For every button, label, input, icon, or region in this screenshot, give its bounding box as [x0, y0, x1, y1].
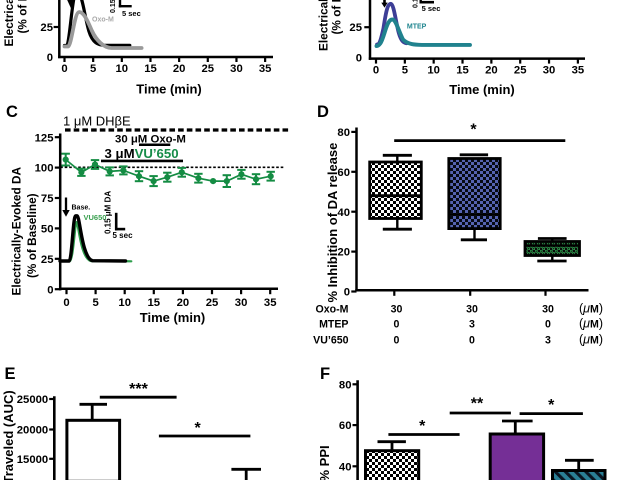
- svg-text:5: 5: [402, 64, 408, 76]
- svg-text:0: 0: [469, 334, 475, 346]
- svg-text:Oxo-M: Oxo-M: [316, 303, 349, 315]
- svg-text:*: *: [419, 418, 426, 435]
- svg-text:Time (min): Time (min): [136, 82, 202, 97]
- svg-text:0.15 μM DA: 0.15 μM DA: [104, 191, 113, 234]
- svg-text:MTEP: MTEP: [319, 318, 348, 330]
- svg-text:0: 0: [63, 297, 69, 309]
- svg-text:125: 125: [35, 132, 54, 144]
- svg-text:F: F: [320, 365, 330, 383]
- svg-text:0: 0: [394, 334, 400, 346]
- svg-text:5: 5: [90, 63, 96, 75]
- svg-text:25: 25: [202, 63, 215, 75]
- svg-text:30: 30: [235, 297, 248, 309]
- svg-text:30: 30: [542, 303, 554, 315]
- svg-text:(μM): (μM): [579, 332, 603, 346]
- svg-text:*: *: [470, 122, 477, 139]
- svg-text:20: 20: [485, 64, 498, 76]
- svg-text:20: 20: [173, 63, 186, 75]
- svg-text:100: 100: [35, 163, 54, 175]
- svg-text:1 μM DHβE: 1 μM DHβE: [63, 114, 131, 129]
- svg-text:0.1: 0.1: [413, 0, 420, 8]
- svg-text:30: 30: [466, 303, 478, 315]
- svg-text:3: 3: [469, 318, 475, 330]
- svg-text:(μM): (μM): [579, 316, 603, 330]
- svg-text:60: 60: [339, 420, 352, 432]
- svg-text:15: 15: [456, 64, 469, 76]
- svg-text:80: 80: [337, 127, 350, 139]
- svg-text:15000: 15000: [17, 454, 48, 466]
- svg-text:20: 20: [337, 247, 350, 259]
- svg-text:15: 15: [144, 63, 157, 75]
- svg-text:50: 50: [41, 224, 54, 236]
- svg-text:30: 30: [543, 64, 556, 76]
- svg-text:0: 0: [394, 318, 400, 330]
- svg-text:Time (min): Time (min): [140, 310, 206, 325]
- svg-text:% Inhibition of DA release: % Inhibition of DA release: [325, 143, 340, 303]
- svg-text:0: 0: [373, 64, 379, 76]
- svg-text:*: *: [194, 420, 201, 437]
- svg-text:40: 40: [337, 207, 350, 219]
- svg-text:Electrically-Evoked DA: Electrically-Evoked DA: [317, 0, 331, 51]
- svg-text:(μM): (μM): [579, 301, 603, 315]
- svg-text:20000: 20000: [17, 425, 48, 437]
- svg-text:25000: 25000: [17, 394, 48, 406]
- svg-text:% PPI: % PPI: [317, 445, 332, 480]
- svg-text:C: C: [6, 103, 18, 121]
- svg-text:**: **: [471, 395, 484, 412]
- svg-text:VU’650: VU’650: [313, 334, 348, 346]
- svg-text:5 sec: 5 sec: [122, 9, 141, 18]
- svg-text:MTEP: MTEP: [407, 24, 427, 31]
- svg-text:35: 35: [572, 64, 585, 76]
- svg-text:Base.: Base.: [72, 205, 91, 212]
- svg-text:40: 40: [339, 461, 352, 473]
- svg-text:Electrically-Evoked DA: Electrically-Evoked DA: [10, 167, 24, 296]
- svg-text:30: 30: [391, 303, 403, 315]
- svg-text:15: 15: [148, 297, 161, 309]
- svg-text:30 μM Oxo-M: 30 μM Oxo-M: [115, 133, 186, 145]
- svg-text:(% of Baseline): (% of Baseline): [330, 0, 344, 35]
- svg-text:D: D: [317, 103, 329, 121]
- svg-text:25: 25: [514, 64, 527, 76]
- svg-text:5 sec: 5 sec: [422, 4, 441, 13]
- svg-text:25: 25: [206, 297, 219, 309]
- svg-text:***: ***: [129, 381, 148, 398]
- svg-text:0: 0: [47, 52, 53, 64]
- svg-text:5 sec: 5 sec: [113, 231, 134, 240]
- svg-text:80: 80: [339, 379, 352, 391]
- svg-text:0: 0: [344, 287, 350, 299]
- svg-text:Oxo-M: Oxo-M: [92, 17, 114, 24]
- svg-text:10: 10: [118, 297, 131, 309]
- svg-text:25: 25: [349, 22, 362, 34]
- svg-text:0: 0: [356, 53, 362, 65]
- svg-text:3: 3: [545, 334, 551, 346]
- svg-text:VU650: VU650: [84, 213, 107, 222]
- svg-text:25: 25: [41, 254, 54, 266]
- svg-text:(% of Baseline): (% of Baseline): [25, 193, 39, 278]
- svg-text:5: 5: [92, 297, 98, 309]
- svg-text:*: *: [548, 397, 555, 414]
- svg-text:E: E: [5, 365, 16, 383]
- svg-text:Traveled (AUC): Traveled (AUC): [1, 390, 16, 480]
- svg-text:0.15: 0.15: [110, 0, 117, 13]
- svg-text:30: 30: [230, 63, 243, 75]
- svg-text:35: 35: [264, 297, 277, 309]
- svg-text:35: 35: [259, 63, 272, 75]
- svg-text:3 μMVU’650: 3 μMVU’650: [105, 146, 179, 161]
- svg-text:Electrically-Evoked DA: Electrically-Evoked DA: [2, 0, 16, 47]
- svg-text:10: 10: [116, 63, 129, 75]
- svg-text:60: 60: [337, 167, 350, 179]
- svg-text:(% of Baseline): (% of Baseline): [16, 0, 30, 34]
- svg-text:20: 20: [177, 297, 190, 309]
- svg-text:0: 0: [61, 63, 67, 75]
- svg-text:10: 10: [427, 64, 440, 76]
- svg-text:25: 25: [40, 22, 53, 34]
- svg-text:0: 0: [545, 318, 551, 330]
- svg-text:75: 75: [41, 193, 54, 205]
- svg-text:Time (min): Time (min): [449, 82, 515, 97]
- svg-text:0: 0: [47, 284, 53, 296]
